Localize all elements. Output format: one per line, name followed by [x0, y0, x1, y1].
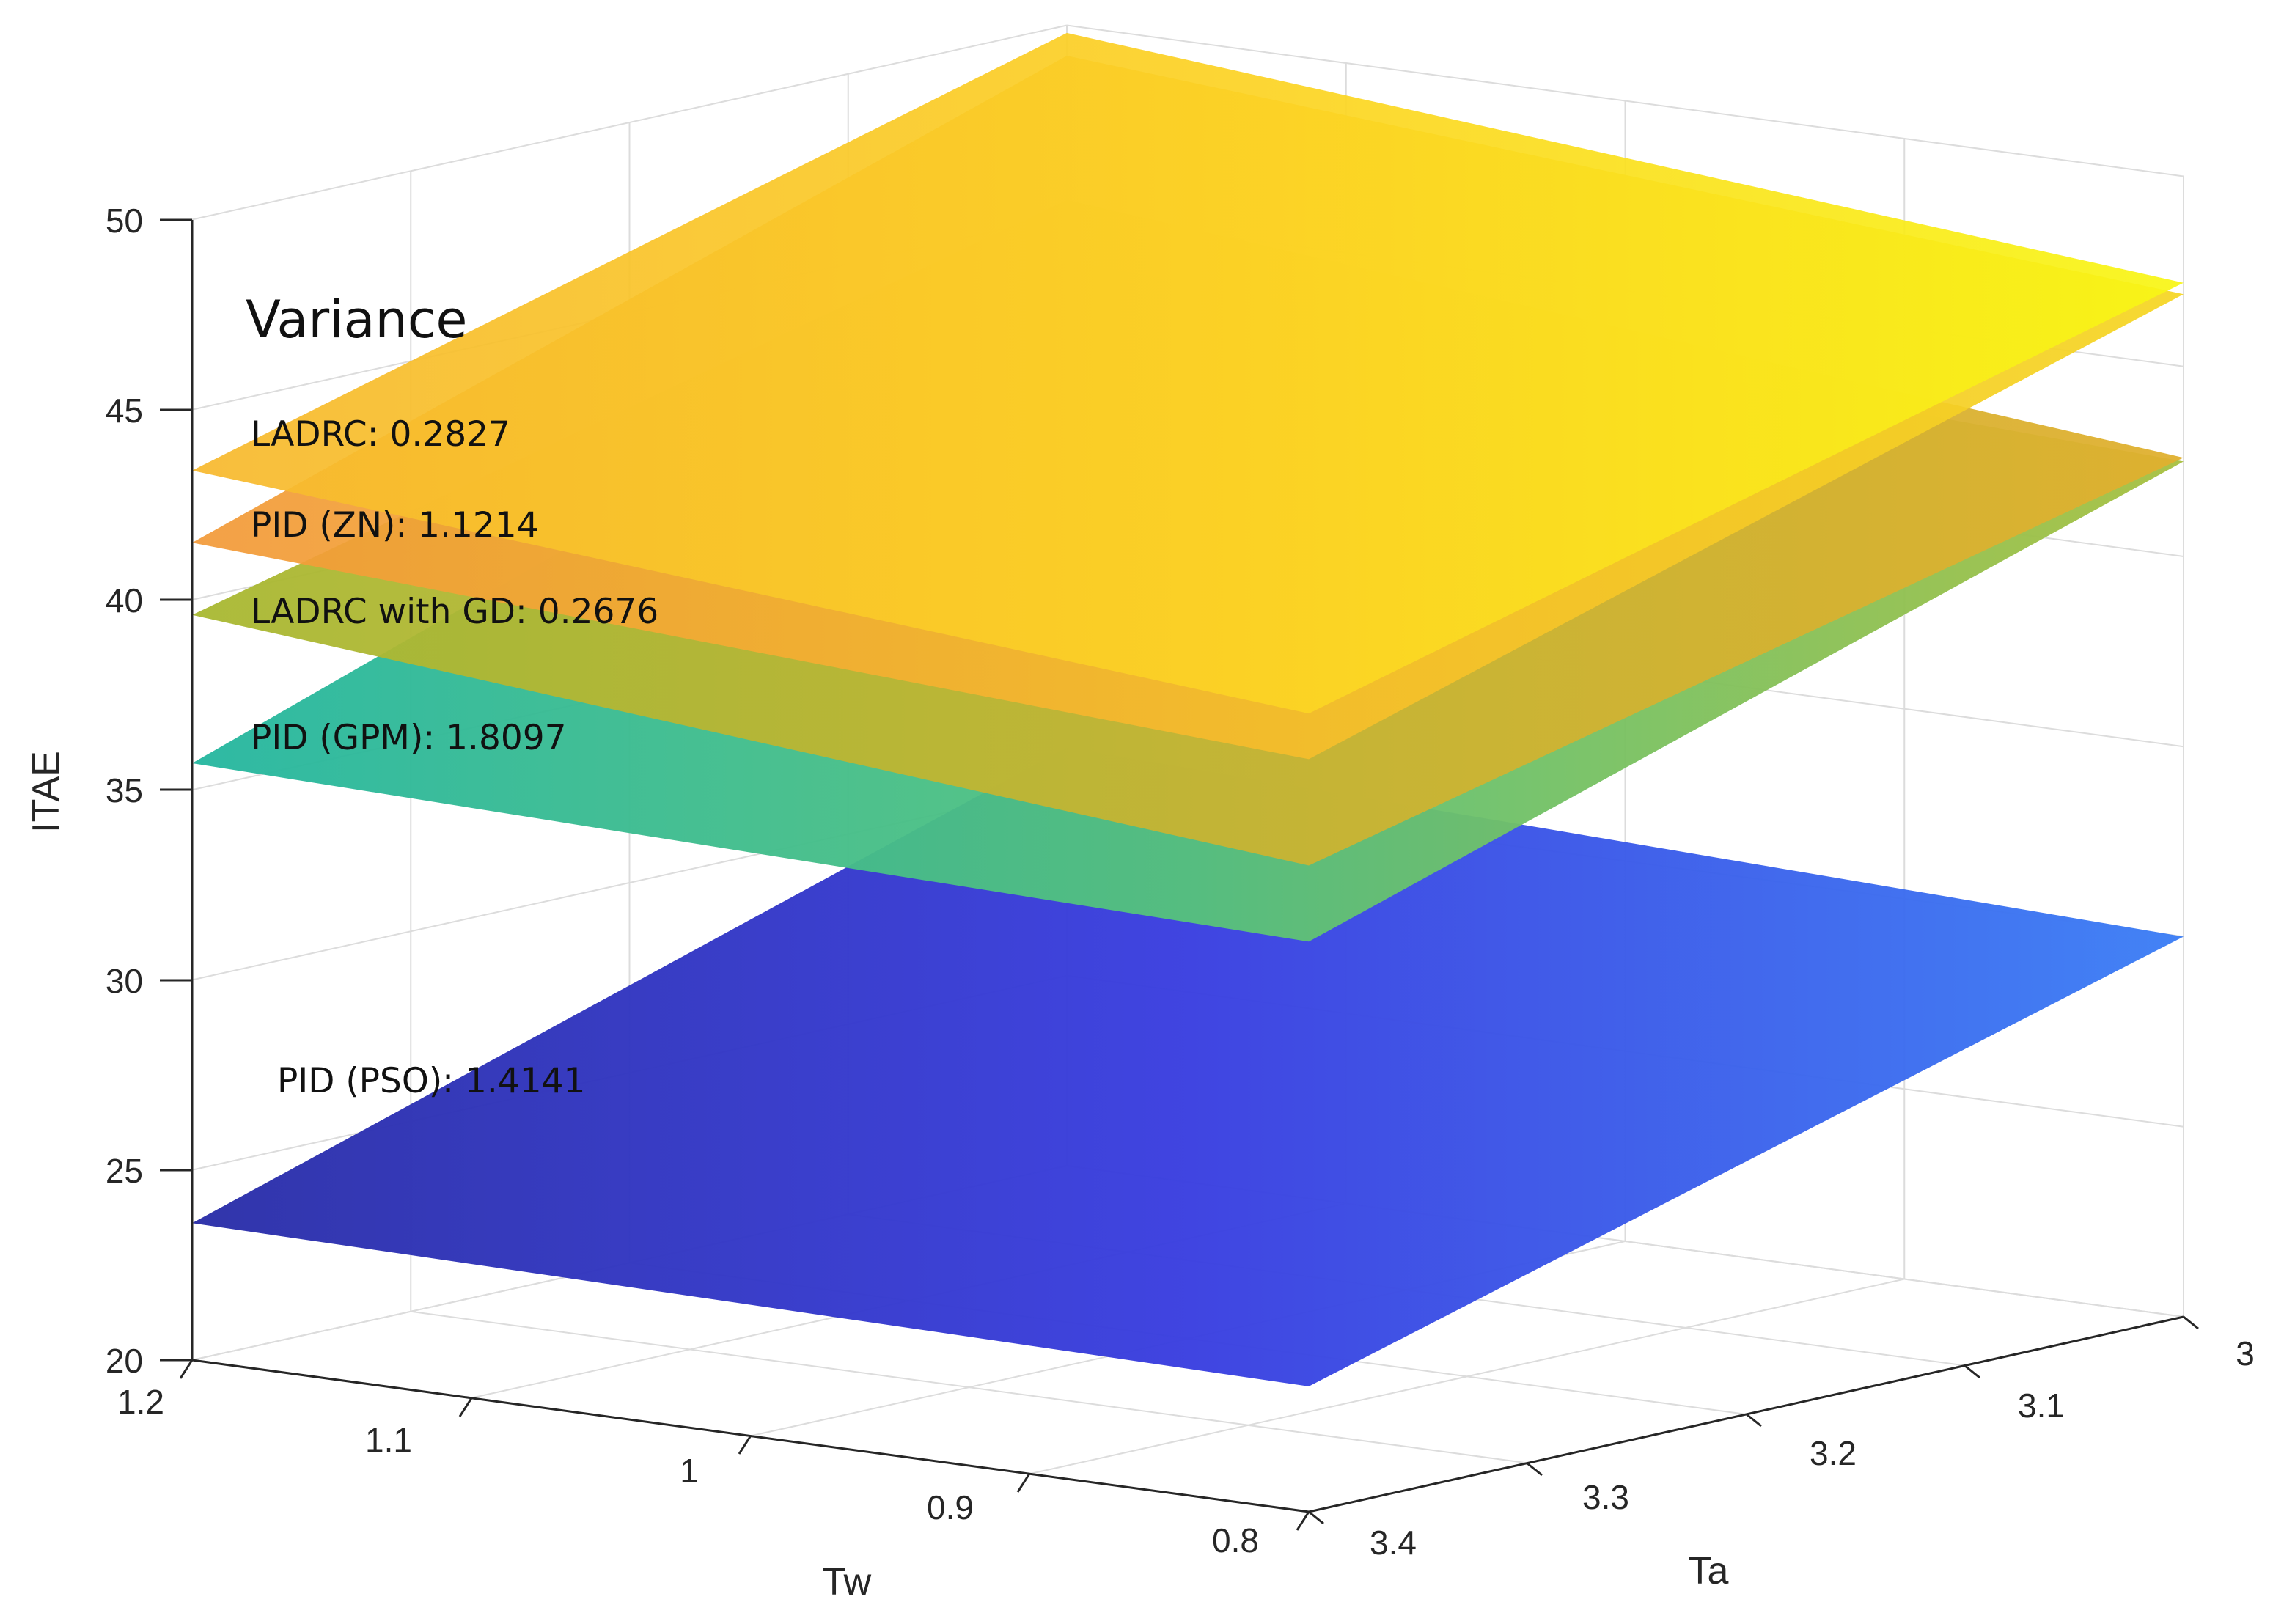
- y-tick-mark: [1746, 1413, 1762, 1428]
- x-tick-mark: [738, 1435, 752, 1455]
- x-tick-mark: [1296, 1511, 1310, 1531]
- z-tick-label: 30: [106, 962, 143, 1000]
- z-axis-title: ITAE: [25, 751, 67, 833]
- y-tick-mark: [1308, 1510, 1324, 1525]
- annotation-ladrc: LADRC: 0.2827: [251, 414, 510, 455]
- y-tick-label: 3: [2236, 1334, 2255, 1373]
- x-tick-label: 1.1: [365, 1421, 412, 1459]
- x-tick-label: 0.8: [1212, 1521, 1259, 1559]
- grid-line: [411, 1310, 1528, 1464]
- surface-pid-pso: [192, 747, 2184, 1386]
- y-axis-line: [1308, 1315, 2184, 1513]
- z-tick-label: 35: [106, 771, 143, 809]
- y-axis-ticks: 3 3.1 3.2 3.3 3.4: [1308, 1315, 2255, 1562]
- x-tick-mark: [1016, 1473, 1031, 1493]
- variance-annotations: Variance LADRC: 0.2827 PID (ZN): 1.1214 …: [246, 290, 658, 1101]
- z-tick-label: 45: [106, 392, 143, 430]
- annotation-pid-zn: PID (ZN): 1.1214: [251, 505, 539, 545]
- y-tick-label: 3.3: [1582, 1478, 1629, 1516]
- y-tick-label: 3.2: [1810, 1434, 1857, 1472]
- x-tick-label: 1.2: [117, 1383, 164, 1421]
- z-tick-label: 50: [106, 202, 143, 240]
- z-tick-label: 25: [106, 1152, 143, 1190]
- x-tick-mark: [179, 1359, 194, 1379]
- y-tick-mark: [1964, 1364, 1980, 1379]
- y-tick-mark: [1527, 1462, 1543, 1477]
- x-tick-mark: [458, 1397, 473, 1417]
- x-tick-label: 1: [680, 1452, 699, 1490]
- surfaces: [192, 32, 2184, 1386]
- y-axis-title: Ta: [1689, 1550, 1729, 1592]
- annotation-title: Variance: [246, 290, 467, 350]
- annotation-ladrc-with-gd: LADRC with GD: 0.2676: [251, 592, 658, 632]
- surface-ladrc: [192, 32, 2184, 714]
- annotation-pid-pso: PID (PSO): 1.4141: [277, 1061, 585, 1101]
- y-tick-label: 3.1: [2018, 1386, 2065, 1425]
- x-tick-label: 0.9: [927, 1488, 974, 1526]
- annotation-pid-gpm: PID (GPM): 1.8097: [251, 718, 567, 758]
- z-tick-label: 20: [106, 1342, 143, 1380]
- x-axis-ticks: 1.2 1.1 1 0.9 0.8: [117, 1359, 1310, 1559]
- x-axis-title: Tw: [823, 1561, 872, 1603]
- y-tick-label: 3.4: [1370, 1524, 1417, 1562]
- z-axis-ticks: 20 25 30 35 40 45 50: [106, 202, 192, 1380]
- y-tick-mark: [2183, 1315, 2199, 1330]
- z-tick-label: 40: [106, 581, 143, 620]
